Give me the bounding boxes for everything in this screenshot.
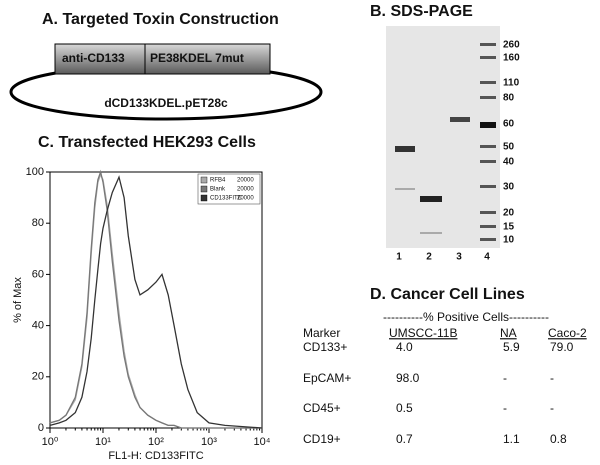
mw-label: 60 — [503, 119, 515, 130]
ladder-band — [480, 225, 496, 228]
table-cell: - — [550, 371, 554, 385]
legend-count: 20000 — [237, 178, 254, 184]
table-cell: 0.8 — [550, 432, 567, 446]
ladder-band — [480, 160, 496, 163]
gel-band — [450, 117, 470, 122]
plasmid-label: dCD133KDEL.pET28c — [104, 96, 228, 110]
table-cell: - — [503, 401, 507, 415]
segment-label: anti-CD133 — [62, 51, 125, 65]
mw-label: 30 — [503, 182, 515, 193]
table-cell: 0.7 — [396, 432, 413, 446]
y-tick-label: 0 — [38, 422, 44, 434]
gel-band — [420, 232, 442, 234]
mw-label: 260 — [503, 40, 520, 51]
legend-swatch — [200, 194, 208, 202]
legend-label: RFB4 — [210, 178, 226, 184]
legend-label: Blank — [210, 187, 226, 193]
column-header: Caco-2 — [548, 326, 587, 340]
row-label: CD45+ — [303, 401, 341, 415]
panel-d-title: D. Cancer Cell Lines — [370, 286, 525, 303]
table-cell: 4.0 — [396, 340, 413, 354]
y-axis-label: % of Max — [12, 277, 24, 323]
mw-label: 15 — [503, 222, 515, 233]
row-label: CD133+ — [303, 340, 347, 354]
segment-box — [144, 43, 271, 75]
mw-label: 160 — [503, 53, 520, 64]
legend-box — [197, 173, 261, 205]
mw-label: 110 — [503, 78, 520, 89]
x-tick-label: 10³ — [201, 436, 217, 448]
panel-b-title: B. SDS-PAGE — [370, 3, 473, 20]
table-cell: 5.9 — [503, 340, 520, 354]
segment-box — [54, 43, 146, 75]
ladder-band — [480, 43, 496, 46]
ladder-band — [480, 81, 496, 84]
panel-a-title: A. Targeted Toxin Construction — [42, 11, 279, 28]
mw-label: 80 — [503, 93, 515, 104]
row-label: EpCAM+ — [303, 371, 351, 385]
ladder-band — [480, 238, 496, 241]
mw-label: 20 — [503, 208, 515, 219]
legend-count: 20000 — [237, 187, 254, 193]
y-tick-label: 60 — [32, 268, 44, 280]
gel — [386, 26, 500, 248]
plot-frame — [49, 171, 263, 429]
table-cell: 79.0 — [550, 340, 574, 354]
mw-label: 40 — [503, 157, 515, 168]
mw-label: 50 — [503, 142, 515, 153]
ladder: 260 160 110 80 60 50 40 30 20 15 10 — [480, 40, 520, 246]
x-tick-label: 10⁰ — [42, 436, 59, 448]
y-tick-label: 80 — [32, 217, 44, 229]
x-tick-label: 10² — [148, 436, 164, 448]
y-tick-label: 40 — [32, 320, 44, 332]
legend-swatch — [200, 185, 208, 193]
panel-c-title: C. Transfected HEK293 Cells — [38, 134, 256, 151]
ladder-band — [480, 56, 496, 59]
series-line — [49, 172, 262, 429]
lane-label: 3 — [456, 252, 462, 263]
y-tick-label: 100 — [26, 166, 44, 178]
row-label: CD19+ — [303, 432, 341, 446]
column-header: UMSCC-11B — [389, 326, 457, 340]
y-tick-label: 20 — [32, 371, 44, 383]
series-line — [49, 175, 263, 429]
gel-band — [420, 196, 442, 202]
table-cell: - — [503, 371, 507, 385]
x-tick-label: 10⁴ — [254, 436, 271, 448]
table-cell: 98.0 — [396, 371, 420, 385]
lane-label: 2 — [426, 252, 432, 263]
ladder-band — [480, 96, 496, 99]
table-cell: 0.5 — [396, 401, 413, 415]
x-tick-label: 10¹ — [95, 436, 111, 448]
lane-label: 4 — [484, 252, 490, 263]
legend-count: 20000 — [237, 196, 254, 202]
table-cell: 1.1 — [503, 432, 520, 446]
ladder-band — [480, 211, 496, 214]
gel-band — [395, 146, 415, 152]
column-header: NA — [500, 326, 517, 340]
x-axis-label: FL1-H: CD133FITC — [108, 450, 203, 462]
table: Marker UMSCC-11B NA Caco-2 CD133+ 4.0 5.9 79.0 E… — [303, 326, 587, 446]
table-cell: - — [550, 401, 554, 415]
group-header: ----------% Positive Cells---------- — [383, 310, 549, 324]
gel-band — [395, 188, 415, 190]
ladder-band — [480, 145, 496, 148]
mw-label: 10 — [503, 235, 515, 246]
legend-label: CD133FITC — [210, 196, 243, 202]
column-header: Marker — [303, 326, 340, 340]
lane-label: 1 — [396, 252, 402, 263]
legend-swatch — [200, 176, 208, 184]
series-line — [49, 169, 262, 429]
segment-label: PE38KDEL 7mut — [150, 51, 244, 65]
ladder-band — [480, 122, 496, 128]
ladder-band — [480, 185, 496, 188]
